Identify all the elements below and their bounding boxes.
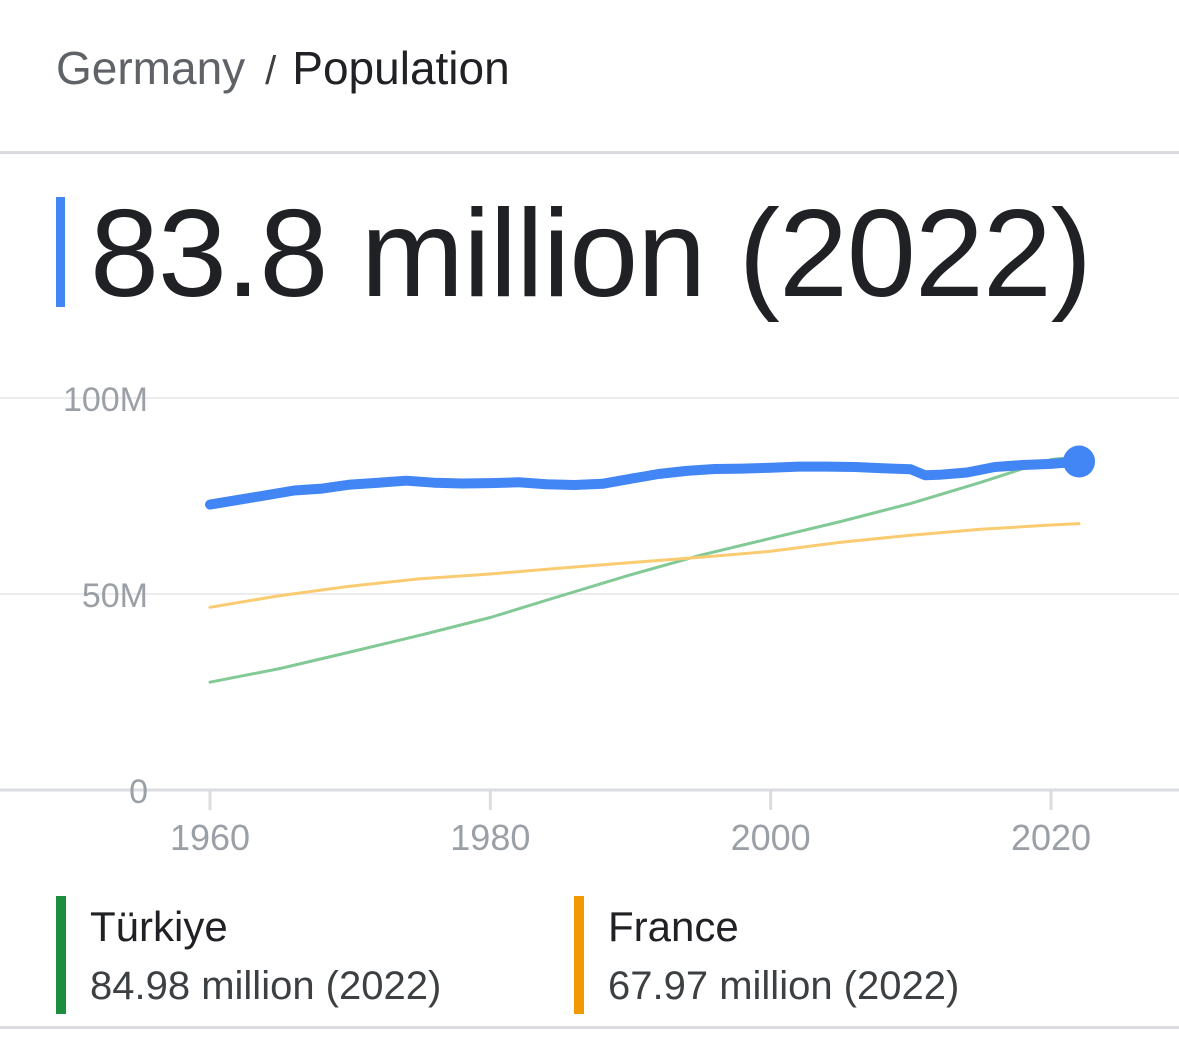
top-divider — [0, 151, 1179, 154]
headline-accent-bar — [56, 197, 65, 307]
breadcrumb-parent-link[interactable]: Germany — [56, 42, 246, 94]
breadcrumb-separator: / — [265, 49, 277, 93]
y-tick-label: 100M — [63, 381, 148, 419]
breadcrumb: Germany / Population — [56, 38, 510, 101]
x-tick-label: 2020 — [1011, 817, 1091, 858]
legend-color-bar — [56, 896, 66, 1014]
x-tick-label: 1980 — [450, 817, 530, 858]
bottom-divider — [0, 1026, 1179, 1029]
breadcrumb-current: Population — [292, 42, 510, 94]
series-endpoint-marker — [1063, 445, 1096, 478]
legend-series-name: France — [608, 903, 739, 950]
legend-series-name: Türkiye — [90, 903, 228, 950]
series-line-france — [208, 522, 1081, 609]
y-tick-label: 50M — [82, 577, 148, 615]
y-tick-label: 0 — [129, 773, 148, 811]
series-line-t-rkiye — [208, 455, 1081, 684]
headline-value: 83.8 million (2022) — [90, 185, 1092, 323]
legend-color-bar — [574, 896, 584, 1014]
population-line-chart[interactable]: 0 50M 100M 1960 1980 2000 2020 — [0, 360, 1179, 870]
series-line-germany — [205, 456, 1084, 510]
legend-series-value: 67.97 million (2022) — [608, 964, 960, 1008]
legend-series-value: 84.98 million (2022) — [90, 964, 442, 1008]
x-tick-label: 1960 — [170, 817, 250, 858]
x-tick-label: 2000 — [731, 817, 811, 858]
